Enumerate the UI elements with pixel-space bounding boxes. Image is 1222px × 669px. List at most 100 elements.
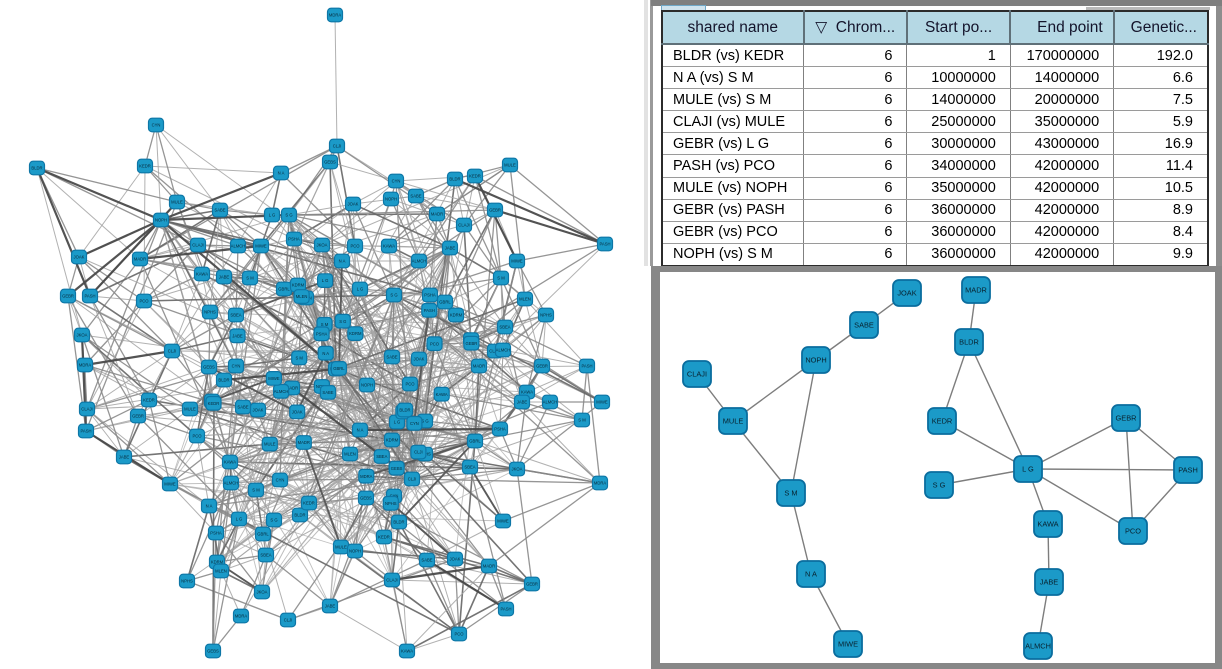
svg-text:CLJI: CLJI xyxy=(284,618,293,623)
svg-text:L G: L G xyxy=(322,278,329,283)
svg-text:N A: N A xyxy=(339,259,346,264)
svg-text:KDRM: KDRM xyxy=(211,560,224,565)
svg-text:SBEA: SBEA xyxy=(230,313,241,318)
svg-text:N A: N A xyxy=(357,428,364,433)
svg-text:PASH: PASH xyxy=(84,294,95,299)
svg-text:MADR: MADR xyxy=(134,257,146,262)
svg-text:JABE: JABE xyxy=(119,455,130,460)
svg-text:JOAK: JOAK xyxy=(348,202,359,207)
svg-text:MADR: MADR xyxy=(431,212,443,217)
svg-text:S G: S G xyxy=(421,419,428,424)
svg-text:CLAJI: CLAJI xyxy=(458,223,469,228)
svg-text:PSHA: PSHA xyxy=(494,427,506,432)
svg-text:PSHA: PSHA xyxy=(210,531,222,536)
svg-text:S M: S M xyxy=(246,276,254,281)
svg-text:MIWE: MIWE xyxy=(596,400,608,405)
svg-text:N A: N A xyxy=(278,171,285,176)
svg-text:MULE: MULE xyxy=(723,417,744,426)
svg-text:N A: N A xyxy=(322,351,329,356)
svg-text:SABE: SABE xyxy=(410,194,421,199)
svg-text:MLEN: MLEN xyxy=(519,297,531,302)
svg-text:MIWE: MIWE xyxy=(838,640,858,649)
svg-text:BLDR: BLDR xyxy=(294,513,305,518)
svg-text:MADR: MADR xyxy=(298,440,310,445)
svg-text:PSHA: PSHA xyxy=(288,237,300,242)
svg-text:SABE: SABE xyxy=(237,405,248,410)
svg-text:L G: L G xyxy=(1022,465,1034,474)
svg-text:N A: N A xyxy=(206,504,213,509)
svg-text:JABE: JABE xyxy=(517,400,528,405)
svg-text:JABE: JABE xyxy=(219,275,230,280)
svg-text:ALMCH: ALMCH xyxy=(224,481,239,486)
svg-text:NPHS: NPHS xyxy=(204,310,216,315)
svg-text:KDRM: KDRM xyxy=(292,283,305,288)
svg-text:MADR: MADR xyxy=(473,364,485,369)
svg-text:MULE: MULE xyxy=(335,545,347,550)
svg-text:CYN: CYN xyxy=(392,179,401,184)
svg-text:S G: S G xyxy=(270,518,277,523)
svg-text:BLDR: BLDR xyxy=(399,408,410,413)
svg-text:JABE: JABE xyxy=(325,604,336,609)
svg-text:GBRL: GBRL xyxy=(257,532,269,537)
svg-text:CLAJI: CLAJI xyxy=(386,578,397,583)
svg-text:MIWE: MIWE xyxy=(497,519,509,524)
svg-text:GEBR: GEBR xyxy=(132,414,144,419)
svg-text:GBRL: GBRL xyxy=(469,439,481,444)
svg-text:KAWA: KAWA xyxy=(1037,520,1058,529)
svg-text:PASH: PASH xyxy=(424,308,435,313)
svg-text:NOPH: NOPH xyxy=(385,197,397,202)
svg-text:SABE: SABE xyxy=(854,321,874,330)
svg-text:MLEN: MLEN xyxy=(215,569,227,574)
svg-text:KEDR: KEDR xyxy=(208,401,220,406)
svg-text:KEDR: KEDR xyxy=(143,398,155,403)
svg-text:BLDR: BLDR xyxy=(31,166,42,171)
svg-text:KAWA: KAWA xyxy=(196,272,208,277)
svg-text:CLAJI: CLAJI xyxy=(687,370,707,379)
svg-text:GEBR: GEBR xyxy=(62,294,74,299)
svg-text:CLJI: CLJI xyxy=(408,477,417,482)
svg-text:MLEN: MLEN xyxy=(344,452,356,457)
svg-text:BLDR: BLDR xyxy=(449,177,460,182)
svg-text:SABE: SABE xyxy=(421,558,432,563)
svg-text:ALMCH: ALMCH xyxy=(412,259,427,264)
svg-text:L G: L G xyxy=(394,420,401,425)
svg-text:GEBS: GEBS xyxy=(324,160,336,165)
svg-text:NOPH: NOPH xyxy=(361,383,373,388)
svg-text:PASH: PASH xyxy=(599,242,610,247)
svg-text:KEDR: KEDR xyxy=(303,501,315,506)
svg-text:MDRA: MDRA xyxy=(235,614,248,619)
svg-text:JABE: JABE xyxy=(232,333,243,338)
svg-text:MULE: MULE xyxy=(504,163,516,168)
svg-text:JKOA: JKOA xyxy=(317,243,328,248)
svg-text:KEDR: KEDR xyxy=(932,417,953,426)
svg-text:S G: S G xyxy=(390,293,397,298)
svg-text:ALMCH: ALMCH xyxy=(1025,642,1051,651)
svg-text:JKOA: JKOA xyxy=(77,333,88,338)
svg-text:BLDR: BLDR xyxy=(393,520,404,525)
svg-text:KAWA: KAWA xyxy=(383,244,395,249)
svg-text:JOAK: JOAK xyxy=(450,557,461,562)
svg-text:ALMCH: ALMCH xyxy=(274,389,289,394)
svg-text:MULE: MULE xyxy=(171,200,183,205)
svg-text:CLAJI: CLAJI xyxy=(81,407,92,412)
svg-text:PCO: PCO xyxy=(430,341,440,346)
svg-text:N A: N A xyxy=(805,570,817,579)
svg-text:GEBS: GEBS xyxy=(207,649,219,654)
svg-text:JOAK: JOAK xyxy=(292,410,303,415)
svg-text:JOAK: JOAK xyxy=(253,408,264,413)
svg-text:CLJI: CLJI xyxy=(168,349,177,354)
svg-text:KEDR: KEDR xyxy=(139,164,151,169)
svg-text:JKOA: JKOA xyxy=(257,590,268,595)
svg-text:MLEN: MLEN xyxy=(296,294,308,299)
svg-text:MDRA: MDRA xyxy=(594,481,607,486)
svg-text:S M: S M xyxy=(295,356,303,361)
svg-text:PSHA: PSHA xyxy=(316,331,328,336)
svg-text:PCO: PCO xyxy=(192,434,202,439)
svg-text:GEBR: GEBR xyxy=(1116,414,1137,423)
svg-text:PASH: PASH xyxy=(80,429,91,434)
svg-text:ALMCH: ALMCH xyxy=(543,400,558,405)
svg-text:S M: S M xyxy=(252,488,260,493)
svg-text:KAWA: KAWA xyxy=(436,392,448,397)
svg-text:MIWE: MIWE xyxy=(255,244,267,249)
svg-text:MULE: MULE xyxy=(264,442,276,447)
